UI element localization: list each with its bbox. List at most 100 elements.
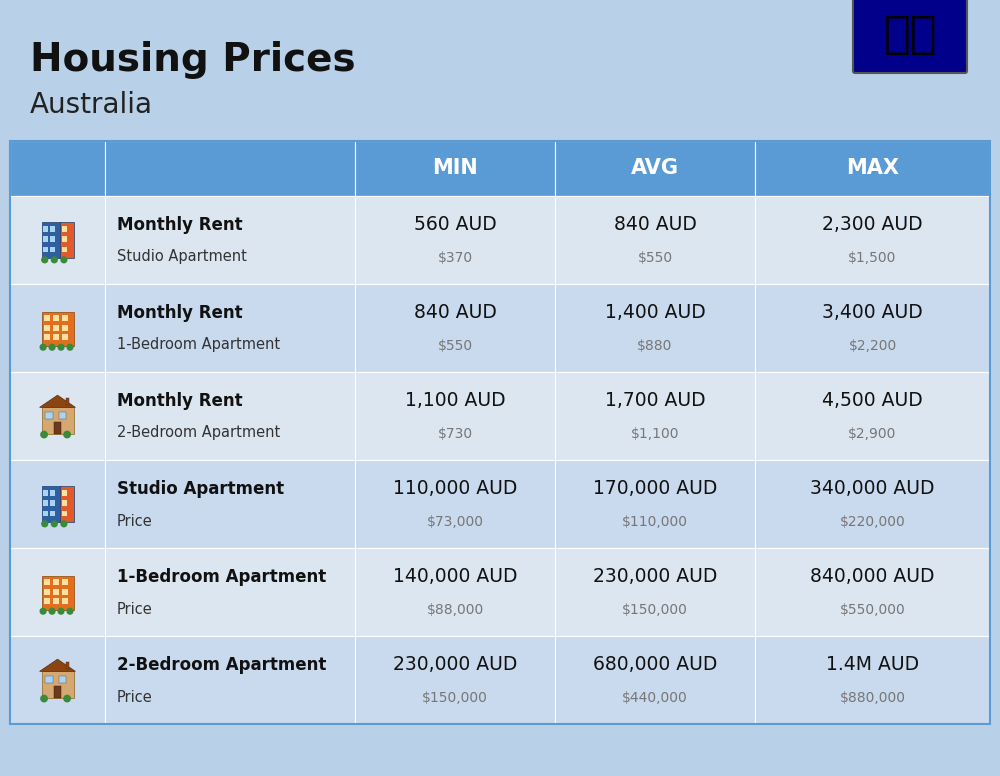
FancyBboxPatch shape <box>66 662 69 669</box>
FancyBboxPatch shape <box>66 398 69 405</box>
Text: 1.4M AUD: 1.4M AUD <box>826 656 919 674</box>
FancyBboxPatch shape <box>853 0 967 73</box>
Text: $550: $550 <box>637 251 673 265</box>
Text: 1,100 AUD: 1,100 AUD <box>405 392 505 411</box>
Circle shape <box>64 695 70 702</box>
FancyBboxPatch shape <box>555 548 755 636</box>
FancyBboxPatch shape <box>45 676 53 683</box>
Text: 110,000 AUD: 110,000 AUD <box>393 480 517 498</box>
Text: AVG: AVG <box>631 158 679 178</box>
Text: Price: Price <box>117 514 153 528</box>
Text: Price: Price <box>117 690 153 705</box>
FancyBboxPatch shape <box>53 579 59 585</box>
Text: Monthly Rent: Monthly Rent <box>117 304 243 322</box>
FancyBboxPatch shape <box>42 312 74 345</box>
FancyBboxPatch shape <box>355 141 555 196</box>
FancyBboxPatch shape <box>62 315 68 321</box>
FancyBboxPatch shape <box>10 372 105 460</box>
Text: $880,000: $880,000 <box>840 691 906 705</box>
FancyBboxPatch shape <box>755 141 990 196</box>
FancyBboxPatch shape <box>50 237 55 242</box>
Circle shape <box>42 257 48 263</box>
Circle shape <box>40 345 46 350</box>
FancyBboxPatch shape <box>53 598 59 605</box>
Text: $550,000: $550,000 <box>840 603 905 617</box>
Circle shape <box>61 521 67 527</box>
Text: $150,000: $150,000 <box>422 691 488 705</box>
FancyBboxPatch shape <box>105 141 355 196</box>
FancyBboxPatch shape <box>755 548 990 636</box>
FancyBboxPatch shape <box>43 247 48 252</box>
Circle shape <box>58 345 64 350</box>
Text: 2-Bedroom Apartment: 2-Bedroom Apartment <box>117 656 326 674</box>
Text: 840 AUD: 840 AUD <box>614 216 696 234</box>
Circle shape <box>40 608 46 614</box>
Text: Studio Apartment: Studio Apartment <box>117 250 247 265</box>
FancyBboxPatch shape <box>42 576 74 610</box>
Circle shape <box>67 345 73 350</box>
FancyBboxPatch shape <box>105 196 355 284</box>
Circle shape <box>58 608 64 614</box>
Circle shape <box>61 257 67 263</box>
FancyBboxPatch shape <box>755 460 990 548</box>
FancyBboxPatch shape <box>62 511 67 516</box>
Text: 1-Bedroom Apartment: 1-Bedroom Apartment <box>117 568 326 586</box>
Text: $150,000: $150,000 <box>622 603 688 617</box>
FancyBboxPatch shape <box>62 247 67 252</box>
Text: 2,300 AUD: 2,300 AUD <box>822 216 923 234</box>
FancyBboxPatch shape <box>62 579 68 585</box>
FancyBboxPatch shape <box>105 460 355 548</box>
FancyBboxPatch shape <box>42 487 61 521</box>
FancyBboxPatch shape <box>62 334 68 340</box>
FancyBboxPatch shape <box>10 284 105 372</box>
Text: Studio Apartment: Studio Apartment <box>117 480 284 498</box>
FancyBboxPatch shape <box>105 548 355 636</box>
Text: 1-Bedroom Apartment: 1-Bedroom Apartment <box>117 338 280 352</box>
FancyBboxPatch shape <box>62 598 68 605</box>
FancyBboxPatch shape <box>555 284 755 372</box>
FancyBboxPatch shape <box>54 687 61 698</box>
Text: Australia: Australia <box>30 91 153 119</box>
FancyBboxPatch shape <box>355 284 555 372</box>
FancyBboxPatch shape <box>44 315 50 321</box>
Circle shape <box>41 431 47 438</box>
FancyBboxPatch shape <box>10 196 105 284</box>
Text: 340,000 AUD: 340,000 AUD <box>810 480 935 498</box>
FancyBboxPatch shape <box>355 196 555 284</box>
Text: 230,000 AUD: 230,000 AUD <box>593 567 717 587</box>
FancyBboxPatch shape <box>53 325 59 331</box>
Text: 840,000 AUD: 840,000 AUD <box>810 567 935 587</box>
Text: Monthly Rent: Monthly Rent <box>117 216 243 234</box>
Text: $730: $730 <box>437 427 473 441</box>
FancyBboxPatch shape <box>755 372 990 460</box>
FancyBboxPatch shape <box>10 460 105 548</box>
FancyBboxPatch shape <box>43 227 48 232</box>
FancyBboxPatch shape <box>60 223 74 258</box>
FancyBboxPatch shape <box>105 284 355 372</box>
FancyBboxPatch shape <box>355 636 555 724</box>
FancyBboxPatch shape <box>355 372 555 460</box>
Circle shape <box>42 521 48 527</box>
FancyBboxPatch shape <box>43 490 48 496</box>
FancyBboxPatch shape <box>50 227 55 232</box>
FancyBboxPatch shape <box>10 548 105 636</box>
Text: 680,000 AUD: 680,000 AUD <box>593 656 717 674</box>
Text: Monthly Rent: Monthly Rent <box>117 392 243 410</box>
Text: 230,000 AUD: 230,000 AUD <box>393 656 517 674</box>
FancyBboxPatch shape <box>755 284 990 372</box>
FancyBboxPatch shape <box>62 325 68 331</box>
FancyBboxPatch shape <box>42 671 74 698</box>
FancyBboxPatch shape <box>62 501 67 506</box>
FancyBboxPatch shape <box>44 598 50 605</box>
FancyBboxPatch shape <box>42 223 61 258</box>
Circle shape <box>49 608 55 614</box>
Text: 2-Bedroom Apartment: 2-Bedroom Apartment <box>117 425 280 441</box>
FancyBboxPatch shape <box>42 407 74 434</box>
Polygon shape <box>40 659 75 671</box>
FancyBboxPatch shape <box>50 511 55 516</box>
Text: $2,200: $2,200 <box>848 339 897 353</box>
FancyBboxPatch shape <box>755 636 990 724</box>
Circle shape <box>49 345 55 350</box>
Text: 1,400 AUD: 1,400 AUD <box>605 303 705 323</box>
Text: 560 AUD: 560 AUD <box>414 216 496 234</box>
